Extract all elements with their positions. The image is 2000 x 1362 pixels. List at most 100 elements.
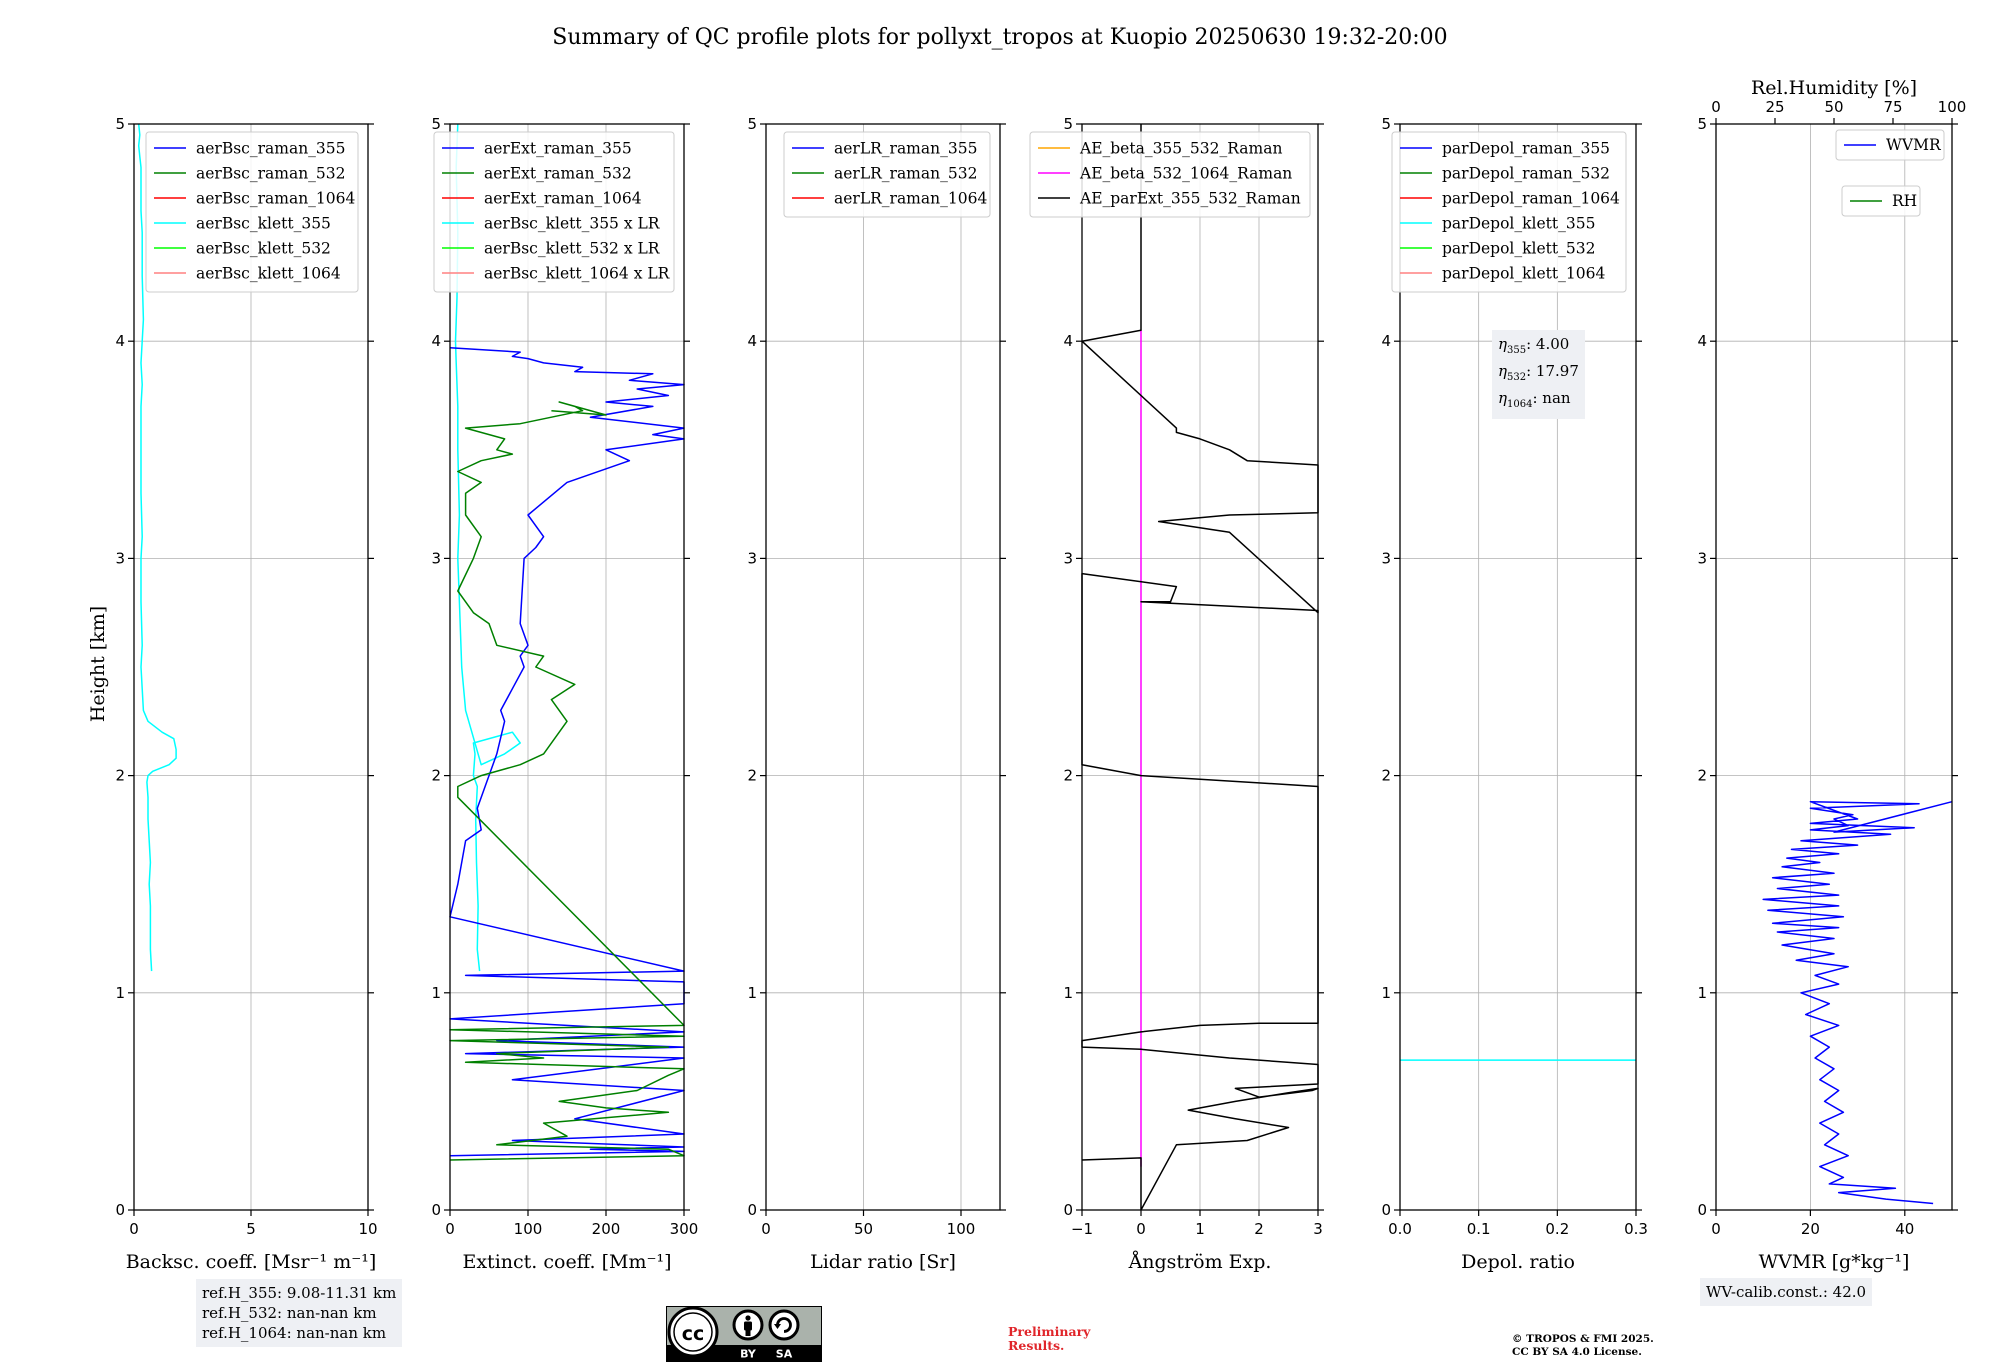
ext-series-aerExt_raman_532 [449, 401, 685, 1161]
ae-xlabel: Ångström Exp. [1128, 1251, 1272, 1273]
ext-legend-label-2: aerExt_raman_1064 [484, 190, 642, 208]
depol-xlabel: Depol. ratio [1461, 1251, 1575, 1273]
wv-ytick-label-2: 2 [1697, 767, 1707, 785]
preliminary-results-note: Preliminary Results. [1008, 1325, 1090, 1353]
wv-calibration-text: WV-calib.const.: 42.0 [1706, 1283, 1867, 1301]
depol-xtick-label-3: 0.3 [1624, 1220, 1648, 1238]
svg-text:cc: cc [682, 1323, 705, 1345]
wv-xtick-label-1: 20 [1801, 1220, 1820, 1238]
lr-ytick-label-2: 2 [747, 767, 757, 785]
wv-xtick-label-0: 0 [1711, 1220, 1721, 1238]
reference-height-note: ref.H_355: 9.08-11.31 km ref.H_532: nan-… [196, 1279, 403, 1347]
wv-ytick-label-3: 3 [1697, 549, 1707, 567]
bsc-legend-label-1: aerBsc_raman_532 [196, 165, 346, 183]
bsc-ytick-label-4: 4 [115, 332, 125, 350]
share-alike-icon [768, 1309, 800, 1341]
eta-1064-value: nan [1542, 389, 1571, 407]
wv-x2tick-label-1: 25 [1765, 98, 1784, 116]
bsc-xtick-label-0: 0 [129, 1220, 139, 1238]
ae-xtick-label-2: 1 [1195, 1220, 1205, 1238]
lr-ytick-label-5: 5 [747, 115, 757, 133]
panel-bsc: 0 1 2 3 4 5 0 5 10 Backsc. coeff. [Msr⁻¹ m⁻¹] aerB… [115, 115, 377, 1273]
lr-ytick-label-0: 0 [747, 1201, 757, 1219]
wv-legend-label-1: RH [1892, 192, 1917, 210]
wv-ytick-label-1: 1 [1697, 984, 1707, 1002]
wv-legend-label-0: WVMR [1886, 136, 1942, 154]
ext-legend-label-3: aerBsc_klett_355 x LR [484, 215, 661, 233]
ext-legend-label-4: aerBsc_klett_532 x LR [484, 240, 661, 258]
depol-legend-label-3: parDepol_klett_355 [1442, 215, 1595, 233]
preliminary-line-1: Preliminary [1008, 1324, 1091, 1339]
lr-ytick-label-4: 4 [747, 332, 757, 350]
wv-legend-box-0 [1835, 129, 1945, 161]
panel-depol: 0 1 2 3 4 5 0.0 0.1 0.2 0.3 Depol. ratio parDepol_r… [1381, 115, 1647, 1273]
wv-xlabel: WVMR [g*kg⁻¹] [1759, 1251, 1910, 1273]
cc-sa-label: SA [776, 1348, 793, 1361]
bsc-legend-label-4: aerBsc_klett_532 [196, 240, 331, 258]
depol-legend-label-0: parDepol_raman_355 [1442, 140, 1610, 158]
depol-legend-label-5: parDepol_klett_1064 [1442, 265, 1605, 283]
ae-ytick-label-3: 3 [1063, 549, 1073, 567]
y-axis-label: Height [km] [87, 606, 109, 722]
lr-legend-label-0: aerLR_raman_355 [834, 140, 977, 158]
lr-xlabel: Lidar ratio [Sr] [810, 1251, 956, 1273]
ae-xtick-label-4: 3 [1313, 1220, 1323, 1238]
lr-axes-frame [765, 123, 1001, 1211]
ext-ytick-label-2: 2 [431, 767, 441, 785]
ext-ytick-label-3: 3 [431, 549, 441, 567]
ae-legend-box [1029, 131, 1311, 218]
depol-xtick-label-0: 0.0 [1388, 1220, 1412, 1238]
cc-license-badge: cc BY SA [666, 1306, 822, 1362]
wv-x2tick-label-2: 50 [1824, 98, 1843, 116]
bsc-ytick-label-5: 5 [115, 115, 125, 133]
ext-xtick-label-0: 0 [445, 1220, 455, 1238]
ae-ytick-label-0: 0 [1063, 1201, 1073, 1219]
bsc-xlabel: Backsc. coeff. [Msr⁻¹ m⁻¹] [126, 1251, 377, 1273]
depol-xtick-label-1: 0.1 [1467, 1220, 1491, 1238]
ext-legend-label-1: aerExt_raman_532 [484, 165, 632, 183]
attribution-icon [732, 1309, 764, 1341]
preliminary-line-2: Results. [1008, 1338, 1065, 1353]
ae-ytick-label-2: 2 [1063, 767, 1073, 785]
copyright-line-1: © TROPOS & FMI 2025. [1512, 1333, 1654, 1345]
figure-title: Summary of QC profile plots for pollyxt_… [552, 25, 1447, 50]
wv-ytick-label-0: 0 [1697, 1201, 1707, 1219]
ext-legend-label-5: aerBsc_klett_1064 x LR [484, 265, 671, 283]
lr-legend-label-2: aerLR_raman_1064 [834, 190, 987, 208]
depol-legend-label-1: parDepol_raman_532 [1442, 165, 1610, 183]
bsc-xtick-label-1: 5 [246, 1220, 256, 1238]
ext-ytick-label-4: 4 [431, 332, 441, 350]
ae-ytick-label-1: 1 [1063, 984, 1073, 1002]
bsc-legend-label-0: aerBsc_raman_355 [196, 140, 346, 158]
wv-x2tick-label-0: 0 [1711, 98, 1721, 116]
depol-ytick-label-0: 0 [1381, 1201, 1391, 1219]
ae-legend-label-1: AE_beta_532_1064_Raman [1079, 165, 1292, 183]
wv-xtick-label-2: 40 [1895, 1220, 1914, 1238]
panel-ext: 0 1 2 3 4 5 0 100 200 300 Extinct. coeff. [Mm⁻¹] ae… [431, 115, 698, 1273]
depol-ytick-label-2: 2 [1381, 767, 1391, 785]
ref-height-532: ref.H_532: nan-nan km [202, 1304, 377, 1322]
eta-355-value: 4.00 [1535, 335, 1570, 353]
lr-legend-label-1: aerLR_raman_532 [834, 165, 977, 183]
ext-legend-box [433, 131, 675, 293]
bsc-ytick-label-3: 3 [115, 549, 125, 567]
ae-xtick-label-3: 2 [1254, 1220, 1264, 1238]
bsc-series-aerBsc_klett_355 [137, 123, 177, 972]
lr-ytick-label-3: 3 [747, 549, 757, 567]
lr-xtick-label-1: 50 [854, 1220, 873, 1238]
ext-xtick-label-3: 300 [670, 1220, 699, 1238]
ext-xtick-label-1: 100 [514, 1220, 543, 1238]
ae-ytick-label-5: 5 [1063, 115, 1073, 133]
wv-x2tick-label-3: 75 [1883, 98, 1902, 116]
ext-legend-label-0: aerExt_raman_355 [484, 140, 632, 158]
depol-ytick-label-4: 4 [1381, 332, 1391, 350]
ext-series-aerExt_raman_355 [449, 346, 685, 1157]
ref-height-355: ref.H_355: 9.08-11.31 km [202, 1284, 397, 1302]
copyright-note: © TROPOS & FMI 2025. CC BY SA 4.0 Licens… [1512, 1333, 1654, 1359]
copyright-line-2: CC BY SA 4.0 License. [1512, 1346, 1642, 1358]
depol-xtick-label-2: 0.2 [1545, 1220, 1569, 1238]
cc-logo-icon: cc [667, 1306, 719, 1358]
ext-axes-frame [449, 123, 685, 1211]
